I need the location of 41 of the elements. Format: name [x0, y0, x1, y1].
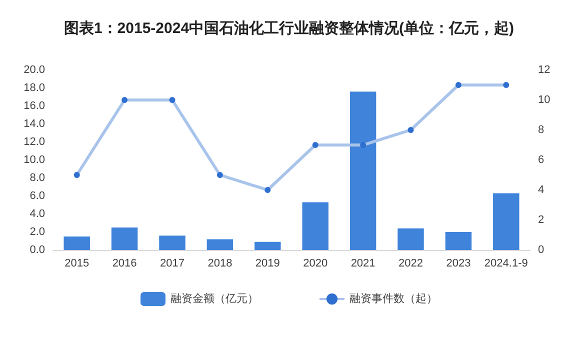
bar — [159, 236, 186, 250]
x-tick-label: 2019 — [255, 258, 280, 270]
chart-title: 图表1：2015-2024中国石油化工行业融资整体情况(单位：亿元，起) — [64, 20, 514, 37]
y2-tick-label: 8 — [538, 124, 544, 136]
y2-tick-label: 10 — [538, 94, 550, 106]
x-tick-label: 2024.1-9 — [484, 258, 528, 270]
x-tick-label: 2016 — [112, 258, 137, 270]
x-tick-label: 2023 — [446, 258, 471, 270]
x-tick-label: 2017 — [160, 258, 184, 270]
bar — [445, 232, 472, 250]
y-tick-label: 16.0 — [24, 100, 45, 112]
bar — [398, 228, 424, 250]
bar — [111, 228, 138, 250]
y2-tick-label: 0 — [538, 244, 544, 256]
y2-tick-label: 2 — [538, 214, 544, 226]
legend-label: 融资事件数（起） — [350, 292, 438, 305]
y2-tick-label: 4 — [538, 184, 544, 196]
x-tick-label: 2018 — [208, 258, 232, 270]
x-tick-label: 2021 — [350, 258, 376, 270]
legend-label: 融资金额（亿元） — [170, 292, 258, 305]
bar — [302, 202, 328, 250]
x-tick-label: 2022 — [398, 258, 423, 270]
y-tick-label: 18.0 — [24, 82, 45, 94]
y-tick-label: 10.0 — [24, 154, 45, 166]
bar — [350, 92, 376, 250]
y-tick-label: 20.0 — [24, 64, 45, 76]
y-tick-label: 14.0 — [24, 118, 45, 130]
y-tick-label: 2.0 — [30, 226, 45, 238]
y2-tick-label: 6 — [538, 154, 544, 166]
y-tick-label: 8.0 — [30, 172, 45, 184]
bar — [64, 236, 90, 250]
y-tick-label: 6.0 — [30, 190, 45, 202]
x-tick-label: 2020 — [303, 258, 328, 270]
y-tick-label: 4.0 — [30, 208, 45, 220]
y2-tick-label: 12 — [538, 64, 550, 76]
bar — [254, 242, 281, 250]
bar — [493, 193, 520, 250]
bar — [206, 239, 234, 250]
y-tick-label: 0.0 — [30, 244, 45, 256]
y-tick-label: 12.0 — [24, 136, 45, 148]
x-tick-label: 2015 — [64, 258, 90, 270]
